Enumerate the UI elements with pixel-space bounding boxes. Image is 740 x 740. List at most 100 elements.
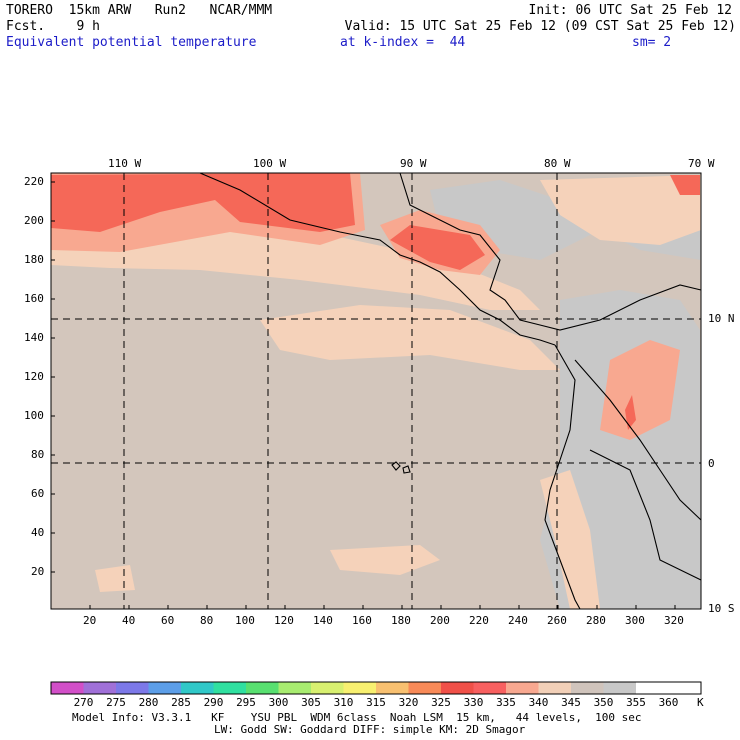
y-tick-label: 100: [24, 409, 44, 422]
graticule: [51, 173, 701, 609]
border-south-america-interior: [574, 359, 702, 521]
colorbar-label: 320: [398, 696, 419, 709]
coastline-mexico-central-america: [199, 172, 556, 346]
x-tick-label: 80: [200, 614, 214, 627]
x-tick-label: 120: [274, 614, 294, 627]
colorbar-swatch: [83, 682, 117, 694]
lon-label-110w: 110 W: [108, 157, 142, 170]
colorbar-label: 305: [301, 696, 321, 709]
y-tick-label: 140: [24, 331, 44, 344]
colorbar-label: 330: [463, 696, 484, 709]
valid-time: Valid: 15 UTC Sat 25 Feb 12 (09 CST Sat …: [344, 19, 736, 34]
colorbar-swatch: [408, 682, 442, 694]
colorbar-label: 275: [106, 696, 126, 709]
colorbar-label: 350: [593, 696, 614, 709]
y-tick-label: 220: [24, 175, 44, 188]
field-name: Equivalent potential temperature: [6, 35, 257, 50]
x-tick-label: 320: [664, 614, 684, 627]
model-run-title: TORERO 15km ARW Run2 NCAR/MMM: [6, 3, 273, 18]
physics-info-line: LW: Godd SW: Goddard DIFF: simple KM: 2D…: [214, 723, 526, 736]
field-335-andes: [600, 340, 680, 440]
colorbar-swatch: [148, 682, 182, 694]
colorbar-label: 300: [268, 696, 289, 709]
lat-label-equator: 0: [708, 457, 715, 470]
colorbar-swatch: [116, 682, 149, 694]
map-panel: [50, 172, 702, 610]
colorbar-swatch: [181, 682, 214, 694]
colorbar-swatch: [538, 682, 572, 694]
colorbar-swatch: [311, 682, 344, 694]
colorbar-unit: K: [697, 696, 704, 709]
x-tick-label: 260: [547, 614, 567, 627]
colorbar-label: 340: [528, 696, 549, 709]
colorbar-label: 290: [203, 696, 224, 709]
lat-label-10s: 10 S: [708, 602, 735, 615]
x-tick-label: 20: [83, 614, 97, 627]
y-tick-label: 200: [24, 214, 44, 227]
x-tick-label: 300: [625, 614, 645, 627]
map-frame: [50, 172, 702, 610]
y-tick-label: 80: [31, 448, 45, 461]
field-330-central-america: [390, 225, 485, 270]
colorbar-swatch: [376, 682, 409, 694]
model-info-line: Model Info: V3.3.1 KF YSU PBL WDM 6class…: [72, 711, 642, 724]
x-tick-label: 280: [586, 614, 606, 627]
x-tick-label: 240: [508, 614, 528, 627]
field-340-caribbean: [540, 175, 701, 245]
colorbar-swatch: [441, 682, 474, 694]
colorbar-label: 270: [73, 696, 94, 709]
colorbar-swatch: [668, 682, 702, 694]
smoothing-value: sm= 2: [632, 35, 672, 50]
colorbar-swatch: [213, 682, 247, 694]
field-340-sw-patch: [95, 565, 135, 592]
colorbar-label: 295: [236, 696, 256, 709]
field-330-andes: [625, 395, 636, 430]
level-index: at k-index = 44: [340, 35, 466, 50]
y-tick-label: 40: [31, 526, 45, 539]
colorbar-label: 335: [496, 696, 516, 709]
y-tick-label: 180: [24, 253, 44, 266]
colorbar-frame: [50, 681, 702, 695]
x-tick-label: 40: [122, 614, 136, 627]
field-340-south-patch: [330, 545, 440, 575]
colorbar-swatch: [506, 682, 539, 694]
field-330-northeast: [670, 175, 700, 195]
coastline-yucatan-caribbean: [399, 172, 702, 331]
lon-label-100w: 100 W: [253, 157, 287, 170]
x-tick-label: 100: [235, 614, 255, 627]
field-340-coast-strip: [540, 470, 600, 609]
y-tick-label: 20: [31, 565, 45, 578]
colorbar-label: 315: [366, 696, 386, 709]
colorbar-label: 360: [658, 696, 679, 709]
colorbar: [51, 682, 702, 694]
lon-label-80w: 80 W: [544, 157, 571, 170]
colorbar-label: 355: [626, 696, 646, 709]
y-tick-label: 120: [24, 370, 44, 383]
colorbar-swatch: [636, 682, 669, 694]
y-tick-label: 160: [24, 292, 44, 305]
x-tick-label: 220: [469, 614, 489, 627]
lon-label-70w: 70 W: [688, 157, 715, 170]
colorbar-swatch: [246, 682, 279, 694]
x-tick-label: 60: [161, 614, 175, 627]
colorbar-label: 345: [561, 696, 581, 709]
colorbar-swatch: [51, 682, 84, 694]
field-340-north-band: [51, 225, 540, 310]
x-tick-label: 140: [313, 614, 333, 627]
x-tick-label: 180: [391, 614, 411, 627]
forecast-hour: Fcst. 9 h: [6, 19, 100, 34]
y-tick-label: 60: [31, 487, 45, 500]
lat-label-10n: 10 N: [708, 312, 735, 325]
colorbar-swatch: [278, 682, 312, 694]
x-tick-label: 160: [352, 614, 372, 627]
colorbar-label: 325: [431, 696, 451, 709]
galapagos: [391, 461, 411, 474]
colorbar-label: 310: [333, 696, 354, 709]
field-340-mid-band: [260, 305, 560, 370]
axis-ticks: [51, 181, 676, 609]
init-time: Init: 06 UTC Sat 25 Feb 12: [528, 3, 733, 18]
colorbar-swatch: [343, 682, 377, 694]
x-tick-label: 200: [430, 614, 450, 627]
colorbar-swatch: [473, 682, 507, 694]
colorbar-label: 280: [138, 696, 159, 709]
